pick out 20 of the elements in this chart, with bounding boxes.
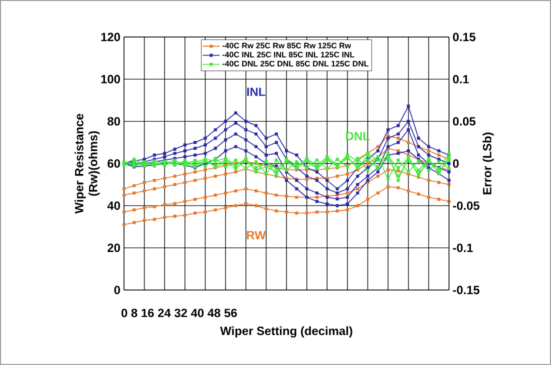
annotation: RW xyxy=(246,231,266,240)
y-tick-label: 40 xyxy=(107,201,120,210)
text: 0 8 16 24 32 40 48 56 xyxy=(121,308,237,318)
y2-axis-title: Error (LSb) xyxy=(482,132,494,194)
y2-tick-label: 0 xyxy=(452,159,459,168)
y2-tick-label: -0.1 xyxy=(452,244,473,252)
y-tick-label: 120 xyxy=(101,32,120,42)
y-tick-label: 80 xyxy=(108,117,120,126)
y-tick-label: 0 xyxy=(114,286,120,294)
x-axis-title: Wiper Setting (decimal) xyxy=(220,326,352,338)
y-tick-label: 100 xyxy=(101,74,120,84)
y-tick-label: 60 xyxy=(108,159,120,168)
y2-tick-label: 0.15 xyxy=(452,32,476,42)
y2-tick-label: -0.15 xyxy=(452,286,480,294)
y2-tick-label: 0.05 xyxy=(452,117,476,126)
annotation: INL xyxy=(247,88,266,96)
y2-tick-label: 0.1 xyxy=(452,74,469,84)
y2-tick-label: -0.05 xyxy=(452,201,480,210)
y-tick-label: 20 xyxy=(108,244,120,252)
y-axis-title: Wiper Resistance (Rw)(ohms) xyxy=(74,114,100,214)
